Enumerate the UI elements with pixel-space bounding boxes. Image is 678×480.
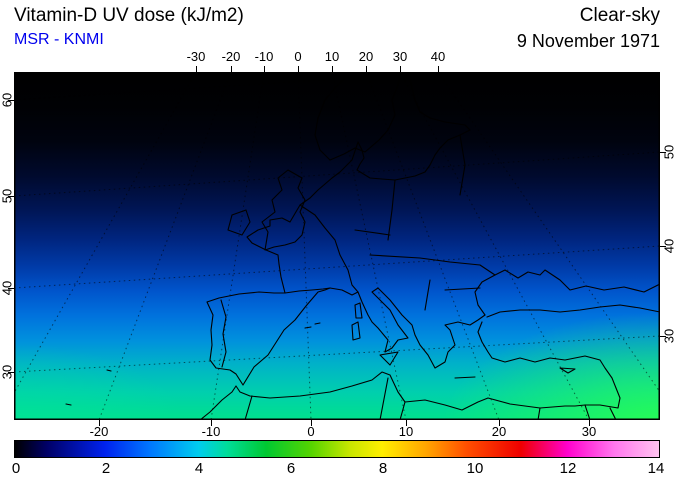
coastline-sicily [379,351,399,366]
axis-top-label: 40 [430,49,446,64]
axis-tick [99,420,100,426]
coastline-sweden [329,73,401,161]
colorbar-label: 10 [466,460,484,477]
axis-bottom-label: 30 [581,424,597,439]
coastline-suez [609,407,617,421]
axis-top-label: 10 [324,49,340,64]
axis-bottom-label: -10 [201,424,221,439]
coastline-iberia [206,287,331,386]
coastline-france-north-baltic [246,129,471,294]
coastline-cyprus [559,367,576,374]
axis-tick [8,100,14,101]
axis-tick [231,66,232,72]
axis-tick [400,66,401,72]
date-label: 9 November 1971 [516,31,660,51]
border-portugal [220,299,227,368]
coastline-britain [261,169,306,251]
axis-top-label: 20 [358,49,374,64]
axis-tick [332,66,333,72]
coastline-turkey-levant-africa [199,321,621,421]
coastline-ireland [227,209,251,236]
axis-bottom-label: 20 [491,424,507,439]
axis-tick [589,420,590,426]
coastline-sardinia [351,321,361,341]
axis-top-label: -20 [221,49,241,64]
axis-tick [8,288,14,289]
axis-top-label: 0 [294,49,302,64]
axis-tick [438,66,439,72]
axis-tick [196,66,197,72]
axis-tick [211,420,212,426]
coastline-corsica [354,302,363,319]
colorbar [14,440,660,458]
axis-tick [8,196,14,197]
header-right: Clear-sky 9 November 1971 [517,5,660,52]
axis-bottom-label: 0 [307,424,315,439]
axis-tick [660,246,666,247]
map-canvas [13,71,661,421]
coastline-norway [314,71,351,161]
axis-tick [660,336,666,337]
axis-tick [8,372,14,373]
borders-africa [244,377,541,421]
sky-condition-label: Clear-sky [579,5,660,26]
colorbar-label: 0 [11,460,21,477]
coastlines [65,71,661,421]
axis-top-label: -30 [186,49,206,64]
border-pyrenees [284,287,331,294]
coastline-finland [409,79,471,131]
colorbar-label: 2 [101,460,111,477]
coastline-italy [329,287,409,353]
axis-tick [264,66,265,72]
axis-tick [406,420,407,426]
axis-tick [660,152,666,153]
island-madeira [65,369,112,406]
colorbar-label: 12 [559,460,577,477]
map-svg [13,71,661,421]
borders-europe [299,134,496,311]
axis-tick [499,420,500,426]
colorbar-svg [14,440,660,458]
colorbar-label: 8 [378,460,388,477]
data-source-label: MSR - KNMI [14,31,104,48]
axis-tick [298,66,299,72]
page-title: Vitamin-D UV dose (kJ/m2) [14,5,244,26]
coastline-crete [454,376,476,379]
coastline-balearics [304,322,321,329]
axis-bottom-label: 10 [398,424,414,439]
axis-top-label: 30 [392,49,408,64]
axis-tick [311,420,312,426]
colorbar-label: 6 [286,460,296,477]
graticule [13,71,661,421]
colorbar-gradient [14,440,660,458]
axis-top-label: -10 [254,49,274,64]
map-frame [14,72,660,420]
axis-tick [366,66,367,72]
axis-bottom-label: -20 [89,424,109,439]
colorbar-label: 14 [647,460,665,477]
coastline-balkans-greece [377,287,486,369]
colorbar-label: 4 [194,460,204,477]
coastline-black-sea-south [486,304,661,318]
river-nile [584,404,591,421]
coastline-black-sea-north [474,269,661,316]
